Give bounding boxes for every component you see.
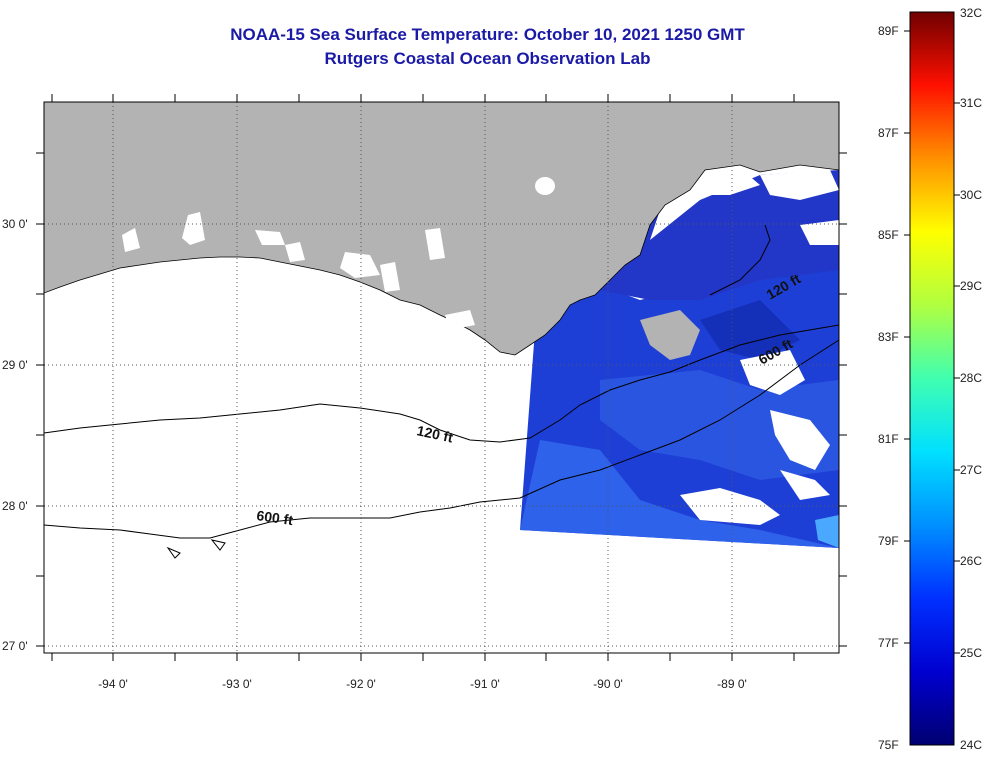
colorbar-label-f: 83F bbox=[878, 330, 899, 344]
colorbar-label-c: 31C bbox=[960, 96, 982, 110]
colorbar-label-f: 75F bbox=[878, 738, 899, 752]
colorbar-label-c: 27C bbox=[960, 463, 982, 477]
lon-label: -94 0' bbox=[98, 677, 128, 691]
lon-label: -92 0' bbox=[346, 677, 376, 691]
contour-label: 600 ft bbox=[256, 507, 295, 528]
colorbar-label-c: 25C bbox=[960, 646, 982, 660]
lat-label: 27 0' bbox=[2, 639, 28, 653]
colorbar-label-c: 32C bbox=[960, 6, 982, 20]
map-frame bbox=[43, 101, 840, 654]
colorbar-label-f: 89F bbox=[878, 24, 899, 38]
lon-label: -93 0' bbox=[222, 677, 252, 691]
lon-label: -91 0' bbox=[470, 677, 500, 691]
map-subtitle: Rutgers Coastal Ocean Observation Lab bbox=[324, 49, 651, 68]
colorbar-label-c: 30C bbox=[960, 188, 982, 202]
colorbar-label-f: 77F bbox=[878, 636, 899, 650]
colorbar-label-f: 79F bbox=[878, 534, 899, 548]
lat-label: 30 0' bbox=[2, 217, 28, 231]
map-title: NOAA-15 Sea Surface Temperature: October… bbox=[230, 25, 745, 44]
colorbar-label-c: 28C bbox=[960, 371, 982, 385]
lon-label: -89 0' bbox=[717, 677, 747, 691]
colorbar-label-c: 26C bbox=[960, 554, 982, 568]
colorbar-label-f: 85F bbox=[878, 228, 899, 242]
colorbar-label-c: 29C bbox=[960, 279, 982, 293]
contour-120ft bbox=[43, 324, 840, 443]
colorbar bbox=[909, 11, 955, 746]
bathymetry-contours bbox=[43, 224, 840, 559]
colorbar-label-c: 24C bbox=[960, 738, 982, 752]
contour-label: 120 ft bbox=[415, 422, 454, 445]
lakes bbox=[122, 177, 555, 330]
colorbar-label-f: 87F bbox=[878, 126, 899, 140]
lat-label: 29 0' bbox=[2, 358, 28, 372]
lat-label: 28 0' bbox=[2, 499, 28, 513]
axis-ticks bbox=[36, 94, 847, 661]
colorbar-ticks bbox=[904, 30, 960, 654]
colorbar-label-f: 81F bbox=[878, 432, 899, 446]
lon-label: -90 0' bbox=[593, 677, 623, 691]
contour-600ft bbox=[43, 339, 840, 539]
graticule bbox=[44, 102, 839, 653]
